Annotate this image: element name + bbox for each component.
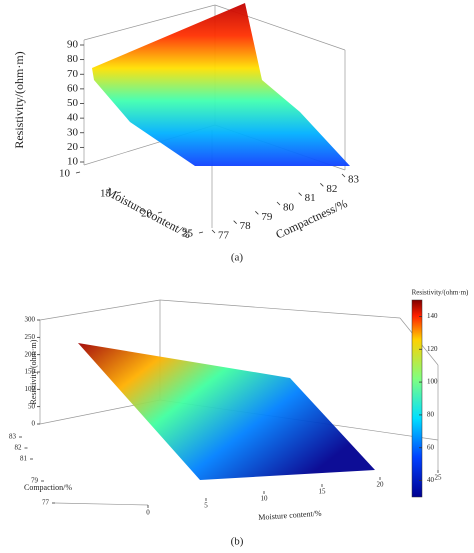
z-tick-label: 40 — [67, 112, 79, 124]
colorbar-tick-label: 80 — [427, 411, 435, 419]
y-tick-label: 79 — [261, 211, 273, 223]
y-tick-label: 77 — [218, 230, 230, 242]
z-tick-label: 300 — [25, 316, 36, 324]
x-tick-label: 0 — [146, 509, 150, 517]
z-tick-label: 30 — [67, 126, 79, 138]
z-tick-label: 50 — [67, 97, 79, 109]
tick-mark — [320, 183, 324, 187]
z-tick-label: 100 — [25, 385, 36, 393]
z-tick-label: 70 — [67, 68, 79, 80]
z-tick-label: 0 — [32, 420, 36, 428]
x-tick-label: 10 — [261, 495, 269, 503]
y-axis-label: Compaction/% — [24, 483, 72, 492]
caption: (a) — [231, 252, 244, 264]
z-tick-label: 50 — [28, 402, 36, 410]
colorbar-label: Resistivity/(ohm·m) — [412, 289, 469, 297]
tick-mark — [75, 171, 81, 174]
x-tick-label: 25 — [435, 474, 443, 482]
z-tick-label: 10 — [67, 156, 79, 168]
colorbar-tick-label: 120 — [427, 345, 438, 353]
colorbar-tick-label: 140 — [427, 312, 438, 320]
y-tick-label: 79 — [31, 477, 39, 485]
y-tick-label: 80 — [283, 202, 295, 214]
z-tick-label: 80 — [67, 53, 79, 65]
y-tick-label: 77 — [42, 499, 50, 507]
tick-mark — [341, 173, 346, 178]
y-tick-label: 83 — [9, 433, 17, 441]
surface — [78, 343, 375, 480]
tick-mark — [276, 201, 281, 206]
x-axis-label: Moisture content/% — [103, 184, 193, 241]
y-tick-label: 78 — [240, 220, 252, 232]
x-tick-label: 25 — [182, 228, 194, 240]
z-tick-label: 90 — [67, 39, 79, 51]
tick-mark — [255, 211, 259, 215]
z-tick-label: 200 — [25, 350, 36, 358]
z-tick-label: 150 — [25, 368, 36, 376]
colorbar — [411, 299, 423, 498]
tick-mark — [116, 191, 122, 194]
z-axis-label: Resistivity/(ohm·m) — [12, 51, 26, 148]
tick-mark — [233, 220, 237, 224]
colorbar-tick-label: 40 — [427, 476, 435, 484]
colorbar-tick-label: 60 — [427, 443, 435, 451]
x-tick-label: 15 — [100, 188, 112, 200]
y-tick-label: 81 — [20, 455, 28, 463]
tick-mark — [211, 229, 216, 234]
y-tick-label: 83 — [348, 174, 360, 186]
x-tick-label: 15 — [319, 488, 327, 496]
colorbar-tick-label: 100 — [427, 378, 438, 386]
caption: (b) — [231, 536, 244, 548]
tick-mark — [157, 211, 163, 214]
z-axis-label: Resistivity/(ohm·m) — [29, 339, 38, 404]
y-tick-label: 82 — [15, 444, 23, 452]
z-tick-label: 250 — [25, 333, 36, 341]
x-axis-label: Moisture content/% — [258, 509, 322, 522]
x-tick-label: 20 — [377, 481, 385, 489]
z-tick-label: 60 — [67, 82, 79, 94]
x-tick-label: 20 — [141, 208, 153, 220]
x-tick-label: 10 — [59, 168, 71, 180]
surface — [92, 3, 350, 166]
tick-mark — [198, 231, 204, 234]
y-tick-label: 81 — [305, 192, 316, 204]
tick-mark — [298, 192, 302, 196]
y-tick-label: 82 — [326, 183, 337, 195]
z-tick-label: 20 — [67, 141, 79, 153]
x-tick-label: 5 — [204, 502, 208, 510]
